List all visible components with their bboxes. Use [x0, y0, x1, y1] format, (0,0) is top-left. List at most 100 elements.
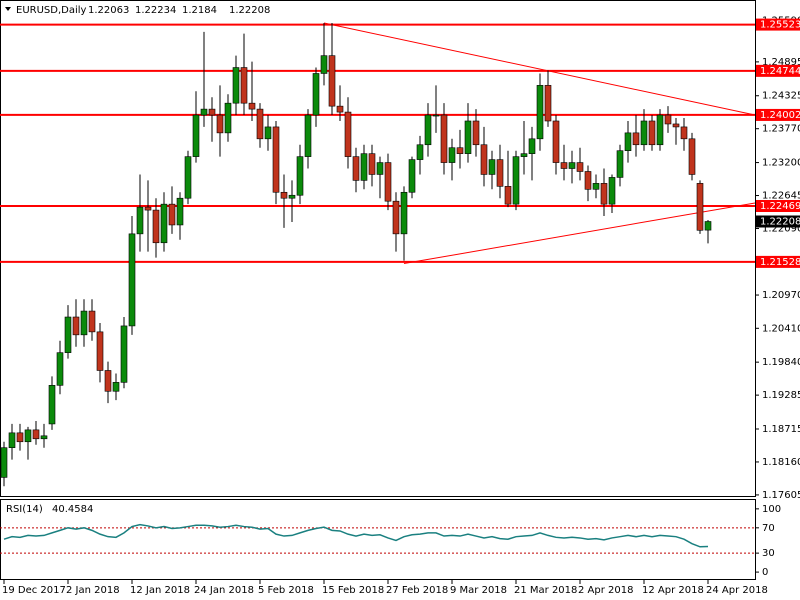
- y-tick-label: 1.22090: [762, 224, 800, 235]
- candle-body: [424, 114, 432, 146]
- candle-body: [112, 382, 120, 392]
- trendline: [323, 22, 756, 116]
- candle-body: [304, 114, 312, 157]
- level-label: 1.24744: [760, 66, 800, 77]
- candle-body: [160, 203, 168, 244]
- x-tick-label: 5 Feb 2018: [258, 585, 314, 596]
- x-tick-label: 27 Feb 2018: [386, 585, 448, 596]
- candle-body: [200, 108, 208, 116]
- x-tick-label: 12 Apr 2018: [642, 585, 704, 596]
- candle-body: [80, 310, 88, 336]
- x-tick-label: 2 Apr 2018: [578, 585, 633, 596]
- rsi-frame: [0, 499, 756, 580]
- candle-body: [0, 447, 8, 478]
- candle-body: [120, 325, 128, 383]
- y-tick-label: 1.23200: [762, 158, 800, 169]
- y-tick-label: 1.24325: [762, 91, 800, 102]
- current-price-box: [756, 215, 800, 228]
- candle-body: [504, 186, 512, 205]
- candle-body: [536, 85, 544, 140]
- candle-body: [576, 162, 584, 172]
- candle-body: [320, 55, 328, 74]
- y-tick-label: 1.20410: [762, 323, 800, 334]
- level-label-box: [756, 108, 800, 121]
- menu-arrow[interactable]: [5, 7, 11, 11]
- candle-body: [216, 114, 224, 134]
- candle-body: [264, 126, 272, 140]
- y-tick-label: 0: [762, 567, 768, 578]
- candle-body: [464, 120, 472, 154]
- candle-body: [592, 183, 600, 190]
- candle-body: [560, 162, 568, 169]
- candle-body: [168, 203, 176, 226]
- candle-body: [144, 206, 152, 211]
- candle-body: [376, 162, 384, 175]
- x-tick-label: 12 Jan 2018: [130, 585, 190, 596]
- candle-body: [296, 156, 304, 196]
- candle-body: [328, 55, 336, 107]
- candle-body: [192, 114, 200, 157]
- candle-body: [360, 153, 368, 181]
- level-label-box: [756, 18, 800, 31]
- x-tick-label: 19 Dec 2017: [2, 585, 66, 596]
- y-tick-label: 1.20970: [762, 290, 800, 301]
- candle-body: [624, 132, 632, 151]
- candle-body: [280, 191, 288, 199]
- y-tick-label: 1.17605: [762, 490, 800, 501]
- candle-body: [176, 197, 184, 226]
- y-tick-label: 1.24895: [762, 57, 800, 68]
- y-tick-label: 1.18715: [762, 424, 800, 435]
- level-label: 1.22469: [760, 201, 800, 212]
- candle-body: [400, 191, 408, 235]
- candle-body: [248, 102, 256, 110]
- y-tick-label: 1.22645: [762, 191, 800, 202]
- candle-body: [544, 85, 552, 122]
- candle-body: [128, 233, 136, 327]
- rsi-line: [3, 523, 709, 548]
- candle-body: [16, 432, 24, 443]
- candle-body: [288, 194, 296, 199]
- symbol: EURUSD,Daily: [16, 5, 87, 16]
- candle-body: [640, 120, 648, 146]
- candle-body: [56, 352, 64, 386]
- y-tick-label: 30: [762, 548, 775, 559]
- y-tick-label: 100: [762, 504, 781, 515]
- candle-body: [104, 370, 112, 392]
- level-label: 1.21528: [760, 257, 800, 268]
- x-tick-label: 24 Jan 2018: [194, 585, 254, 596]
- level-label: 1.24002: [760, 110, 800, 121]
- candle-body: [664, 114, 672, 125]
- candle-body: [496, 159, 504, 187]
- candle-body: [352, 156, 360, 181]
- candle-body: [616, 150, 624, 178]
- header-low: 1.2184: [182, 5, 217, 16]
- x-tick-label: 9 Mar 2018: [450, 585, 507, 596]
- candle-body: [440, 114, 448, 163]
- rsi-title: RSI(14): [6, 504, 43, 515]
- y-tick-label: 70: [762, 523, 775, 534]
- trendline: [403, 202, 756, 265]
- candle-body: [40, 435, 48, 440]
- candle-body: [344, 111, 352, 157]
- candle-body: [392, 200, 400, 235]
- candle-body: [648, 120, 656, 146]
- candle-body: [512, 156, 520, 205]
- candle-body: [224, 102, 232, 134]
- candle-body: [608, 177, 616, 205]
- candle-body: [448, 147, 456, 163]
- x-tick-label: 21 Mar 2018: [514, 585, 577, 596]
- candle-body: [312, 73, 320, 116]
- level-label-box: [756, 255, 800, 268]
- candle-body: [488, 159, 496, 175]
- y-tick-label: 1.19840: [762, 357, 800, 368]
- candle-body: [256, 108, 264, 140]
- candle-body: [64, 316, 72, 353]
- candle-body: [208, 108, 216, 116]
- x-tick-label: 2 Jan 2018: [66, 585, 120, 596]
- y-tick-label: 1.19285: [762, 390, 800, 401]
- candle-body: [600, 183, 608, 205]
- candle-body: [32, 429, 40, 440]
- candle-body: [48, 385, 56, 425]
- rsi-value: 40.4584: [52, 504, 93, 515]
